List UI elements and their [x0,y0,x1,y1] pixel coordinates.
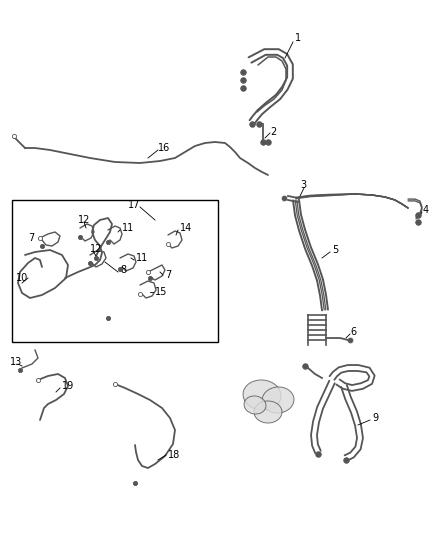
Text: 10: 10 [16,273,28,283]
Text: 1: 1 [295,33,301,43]
Ellipse shape [243,380,281,410]
Bar [12,200,218,342]
Text: 14: 14 [180,223,192,233]
Text: 6: 6 [350,327,356,337]
Ellipse shape [244,396,266,414]
Text: 13: 13 [10,357,22,367]
Text: 11: 11 [136,253,148,263]
Text: 2: 2 [270,127,276,137]
Text: 5: 5 [332,245,338,255]
Text: 17: 17 [128,200,140,210]
Text: 11: 11 [122,223,134,233]
Ellipse shape [262,387,294,413]
Text: 7: 7 [165,270,171,280]
Text: 9: 9 [372,413,378,423]
Text: 19: 19 [62,381,74,391]
Ellipse shape [254,401,282,423]
Text: 15: 15 [155,287,167,297]
Text: 18: 18 [168,450,180,460]
Text: 12: 12 [90,244,102,254]
Text: 16: 16 [158,143,170,153]
Text: 3: 3 [300,180,306,190]
Text: 4: 4 [423,205,429,215]
Text: 8: 8 [120,265,126,275]
Text: 12: 12 [78,215,90,225]
Text: 7: 7 [28,233,34,243]
